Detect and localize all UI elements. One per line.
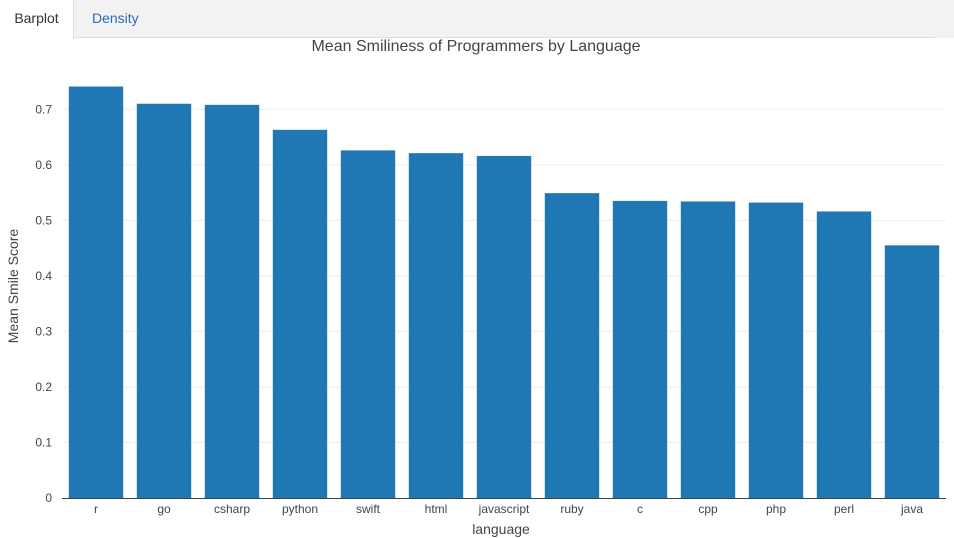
y-tick-label: 0.7: [35, 102, 52, 116]
bar-php: [748, 202, 804, 499]
bar-java: [884, 245, 940, 498]
bars: [68, 86, 940, 499]
tab-density[interactable]: Density: [92, 10, 139, 26]
bar-r: [68, 86, 124, 498]
tab-bar-divider: [73, 37, 935, 38]
y-tick-label: 0.2: [35, 380, 52, 394]
x-tick-label: javascript: [478, 502, 530, 516]
y-axis-title: Mean Smile Score: [5, 229, 21, 344]
y-tick-label: 0: [45, 491, 52, 505]
x-tick-labels: r go csharp python swift html javascript ruby c c…: [94, 502, 923, 516]
x-tick-label: perl: [834, 502, 854, 516]
x-tick-label: csharp: [214, 502, 250, 516]
y-tick-labels: 0 0.1 0.2 0.3 0.4 0.5 0.6 0.7: [35, 102, 52, 505]
tab-bar: Barplot Density: [0, 0, 954, 39]
x-tick-label: swift: [356, 502, 381, 516]
x-tick-label: c: [637, 502, 643, 516]
y-tick-label: 0.1: [35, 435, 52, 449]
bar-csharp: [204, 104, 260, 499]
bar-cpp: [680, 201, 736, 499]
bar-swift: [340, 150, 396, 498]
y-tick-label: 0.5: [35, 213, 52, 227]
x-tick-label: java: [900, 502, 923, 516]
bar-chart: 0 0.1 0.2 0.3 0.4 0.5 0.6 0.7 r go csharp python sw…: [5, 38, 946, 537]
x-tick-label: php: [766, 502, 786, 516]
x-tick-label: go: [157, 502, 171, 516]
bar-ruby: [544, 193, 600, 498]
bar-html: [408, 153, 464, 499]
chart-container: 0 0.1 0.2 0.3 0.4 0.5 0.6 0.7 r go csharp python sw…: [0, 30, 954, 538]
x-tick-label: html: [425, 502, 448, 516]
y-tick-label: 0.3: [35, 324, 52, 338]
bar-perl: [816, 211, 872, 498]
chart-title: Mean Smiliness of Programmers by Languag…: [311, 38, 640, 55]
x-tick-label: cpp: [698, 502, 718, 516]
x-tick-label: r: [94, 502, 98, 516]
bar-go: [136, 103, 192, 498]
x-tick-label: python: [282, 502, 318, 516]
bar-python: [272, 129, 328, 498]
x-tick-label: ruby: [560, 502, 583, 516]
bar-c: [612, 200, 668, 499]
tab-barplot[interactable]: Barplot: [0, 0, 74, 39]
x-axis-title: language: [472, 521, 530, 537]
bar-javascript: [476, 155, 532, 499]
y-tick-label: 0.4: [35, 269, 52, 283]
y-tick-label: 0.6: [35, 158, 52, 172]
